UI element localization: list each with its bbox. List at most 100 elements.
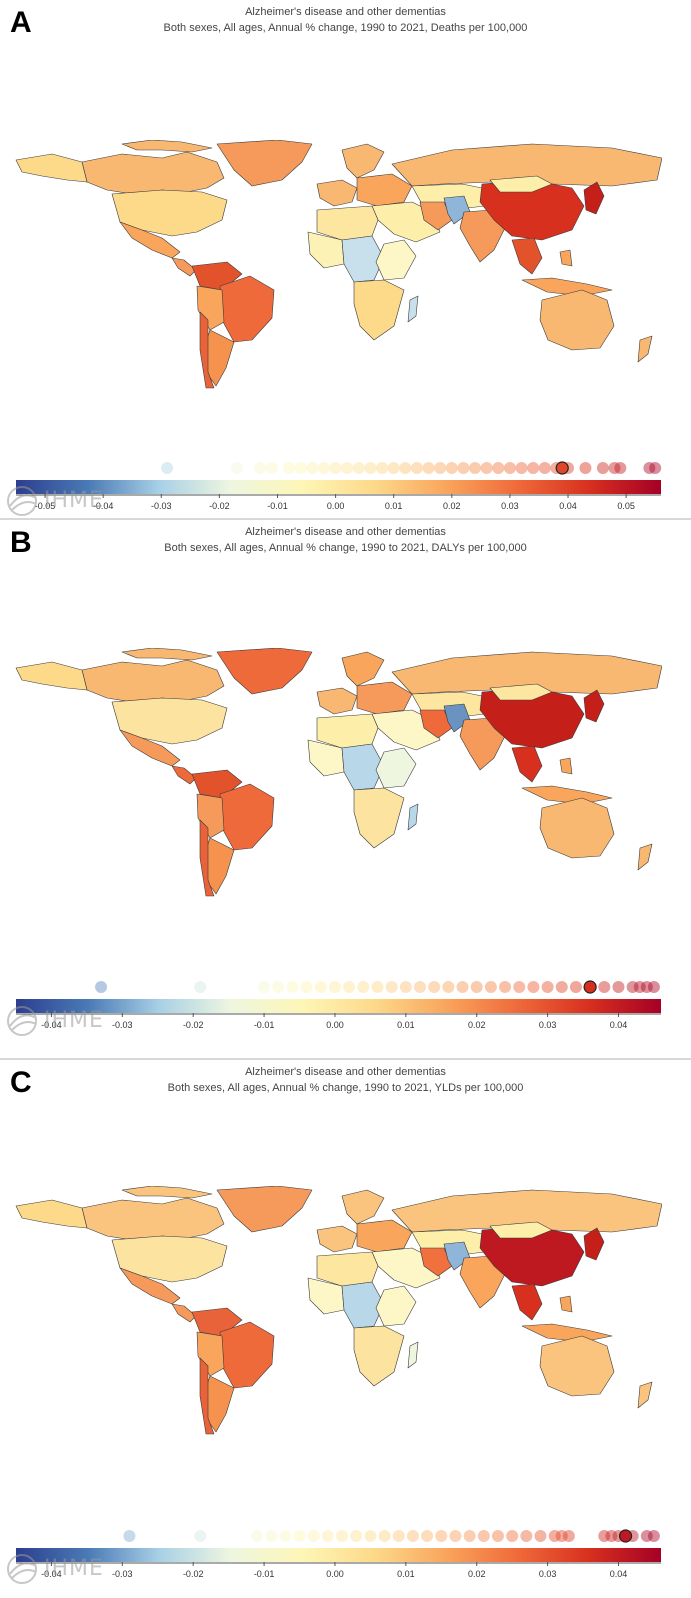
- country-indonesia[interactable]: [521, 785, 613, 805]
- country-east-africa[interactable]: [375, 1285, 417, 1327]
- value-dot[interactable]: [343, 981, 356, 993]
- country-australia[interactable]: [539, 797, 615, 859]
- value-dot[interactable]: [428, 981, 441, 993]
- value-dot[interactable]: [612, 981, 625, 993]
- country-iran[interactable]: [419, 1247, 453, 1277]
- country-east-europe[interactable]: [356, 681, 413, 715]
- value-dot[interactable]: [527, 981, 540, 993]
- country-iran[interactable]: [419, 201, 453, 231]
- value-dot[interactable]: [647, 981, 660, 993]
- value-dot[interactable]: [456, 981, 469, 993]
- country-afghan-pak[interactable]: [443, 195, 471, 225]
- value-dot-strip[interactable]: [0, 1526, 691, 1546]
- country-western-europe[interactable]: [316, 1225, 358, 1253]
- value-dot[interactable]: [480, 462, 493, 474]
- country-alaska[interactable]: [15, 153, 88, 183]
- value-dot[interactable]: [421, 1530, 434, 1542]
- country-southern-africa[interactable]: [353, 787, 405, 849]
- value-dot[interactable]: [614, 462, 627, 474]
- selected-value-dot[interactable]: [618, 1529, 633, 1543]
- value-dot[interactable]: [534, 1530, 547, 1542]
- value-dot[interactable]: [279, 1530, 292, 1542]
- value-dot[interactable]: [352, 462, 365, 474]
- country-canada[interactable]: [81, 151, 225, 195]
- country-north-africa[interactable]: [316, 713, 379, 749]
- country-scandinavia[interactable]: [341, 143, 385, 179]
- value-dot[interactable]: [541, 981, 554, 993]
- country-mexico[interactable]: [119, 1267, 181, 1305]
- value-dot[interactable]: [484, 981, 497, 993]
- value-dot[interactable]: [463, 1530, 476, 1542]
- value-dot[interactable]: [230, 462, 243, 474]
- country-central-africa[interactable]: [341, 235, 385, 283]
- country-japan-korea[interactable]: [583, 181, 605, 215]
- country-philippines[interactable]: [559, 1295, 573, 1313]
- value-dot[interactable]: [598, 981, 611, 993]
- value-dot[interactable]: [477, 1530, 490, 1542]
- country-west-africa[interactable]: [307, 1277, 345, 1315]
- value-dot[interactable]: [357, 981, 370, 993]
- country-arctic-isles[interactable]: [121, 648, 213, 661]
- value-dot[interactable]: [492, 462, 505, 474]
- country-central-africa[interactable]: [341, 1281, 385, 1329]
- value-dot[interactable]: [272, 981, 285, 993]
- value-dot[interactable]: [300, 981, 313, 993]
- value-dot[interactable]: [317, 462, 330, 474]
- value-dot[interactable]: [364, 1530, 377, 1542]
- country-madagascar[interactable]: [407, 803, 419, 831]
- value-dot[interactable]: [626, 981, 639, 993]
- value-dot[interactable]: [513, 981, 526, 993]
- value-dot[interactable]: [385, 981, 398, 993]
- value-dot[interactable]: [457, 462, 470, 474]
- value-dot[interactable]: [605, 1530, 618, 1542]
- country-mexico[interactable]: [119, 729, 181, 767]
- value-dot[interactable]: [265, 462, 278, 474]
- value-dot[interactable]: [527, 462, 540, 474]
- value-dot[interactable]: [470, 981, 483, 993]
- world-map[interactable]: [12, 648, 662, 898]
- country-central-am[interactable]: [171, 257, 197, 277]
- value-dot-strip[interactable]: [0, 458, 691, 478]
- world-map[interactable]: [12, 140, 662, 390]
- value-dot[interactable]: [520, 1530, 533, 1542]
- country-north-africa[interactable]: [316, 205, 379, 241]
- country-australia[interactable]: [539, 1335, 615, 1397]
- value-dot[interactable]: [555, 1530, 568, 1542]
- country-greenland[interactable]: [216, 648, 313, 695]
- country-canada[interactable]: [81, 659, 225, 703]
- country-indonesia[interactable]: [521, 277, 613, 297]
- value-dot[interactable]: [314, 981, 327, 993]
- country-russia[interactable]: [391, 143, 662, 187]
- country-east-africa[interactable]: [375, 239, 417, 281]
- value-dot[interactable]: [562, 1530, 575, 1542]
- country-brazil[interactable]: [219, 275, 275, 343]
- country-iran[interactable]: [419, 709, 453, 739]
- value-dot[interactable]: [633, 981, 646, 993]
- country-east-europe[interactable]: [356, 173, 413, 207]
- value-dot[interactable]: [371, 981, 384, 993]
- value-dot[interactable]: [378, 1530, 391, 1542]
- value-dot[interactable]: [161, 462, 174, 474]
- country-se-asia[interactable]: [511, 1283, 543, 1321]
- world-map[interactable]: [12, 1186, 662, 1436]
- country-scandinavia[interactable]: [341, 1189, 385, 1225]
- value-dot[interactable]: [306, 462, 319, 474]
- country-brazil[interactable]: [219, 1321, 275, 1389]
- value-dot-strip[interactable]: [0, 977, 691, 997]
- country-afghan-pak[interactable]: [443, 703, 471, 733]
- value-dot[interactable]: [283, 462, 296, 474]
- country-chile[interactable]: [199, 311, 215, 389]
- country-arctic-isles[interactable]: [121, 140, 213, 153]
- value-dot[interactable]: [445, 462, 458, 474]
- value-dot[interactable]: [449, 1530, 462, 1542]
- value-dot[interactable]: [499, 981, 512, 993]
- value-dot[interactable]: [364, 462, 377, 474]
- value-dot[interactable]: [95, 981, 108, 993]
- country-russia[interactable]: [391, 1189, 662, 1233]
- country-mongolia[interactable]: [489, 1221, 553, 1239]
- country-se-asia[interactable]: [511, 237, 543, 275]
- country-greenland[interactable]: [216, 1186, 313, 1233]
- value-dot[interactable]: [341, 462, 354, 474]
- value-dot[interactable]: [265, 1530, 278, 1542]
- selected-value-dot[interactable]: [555, 461, 569, 475]
